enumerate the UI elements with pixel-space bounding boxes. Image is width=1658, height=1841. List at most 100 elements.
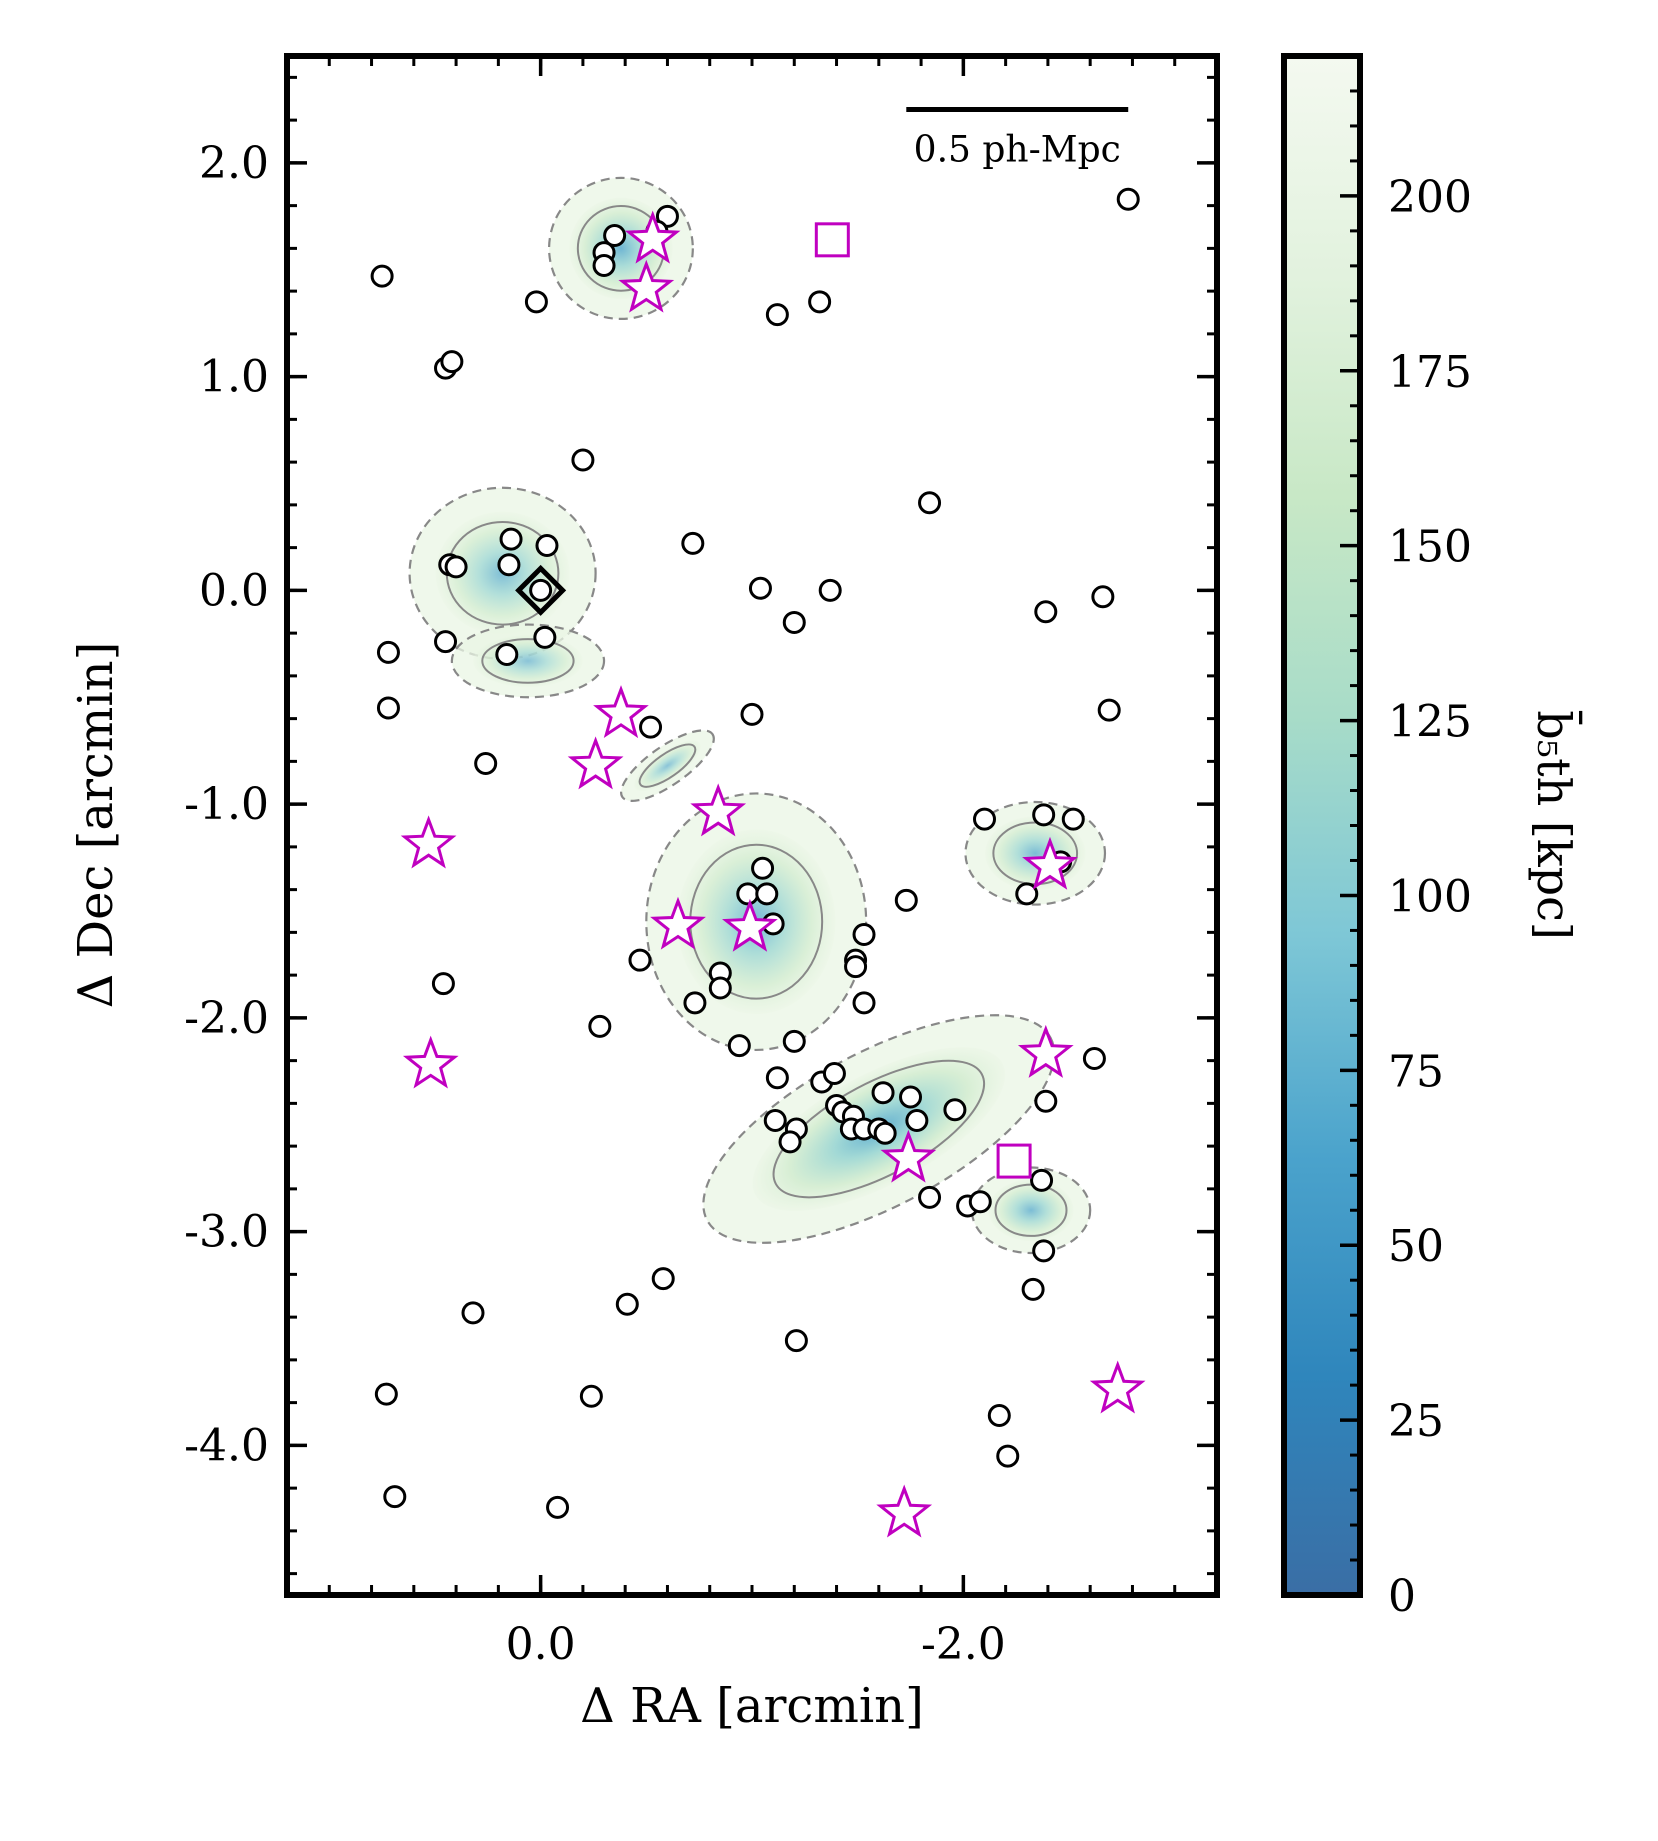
galaxy-marker [873,1121,897,1145]
density-region [547,176,694,321]
galaxy-marker [615,1292,639,1316]
star-marker [1022,836,1078,890]
galaxy-marker [782,1029,806,1053]
galaxy-marker [852,991,876,1015]
colorbar-tick-label: 0 [1388,1571,1416,1622]
density-region [450,623,606,699]
galaxy-marker [778,1130,802,1154]
colorbar-label: b̄₅th [kpc] [1527,710,1584,940]
star-marker [722,898,778,952]
galaxy-marker [431,972,455,996]
galaxy-marker [1091,585,1115,609]
galaxy-marker [1032,803,1056,827]
galaxy-marker [1034,600,1058,624]
x-axis-label: Δ RA [arcmin] [580,1678,924,1734]
y-tick-label: -3.0 [184,1207,269,1258]
main-axes: 2.0 1.0 0.0 -1.0 -2.0 -3.0 -4.0 0.0 -2.0 [184,53,1220,1670]
density-contour-outer [620,729,715,802]
y-axis-label: Δ Dec [arcmin] [68,642,124,1009]
y-tick-label: -1.0 [184,779,269,830]
galaxy-marker [1082,1046,1106,1070]
galaxy-marker [1034,1089,1058,1113]
y-tick-label: -4.0 [184,1420,269,1471]
density-region [620,729,715,802]
galaxy-marker [808,290,832,314]
galaxy-marker [822,1061,846,1085]
density-contour-outer [547,176,694,321]
galaxy-marker [765,1066,789,1090]
colorbar-tick-label: 75 [1388,1046,1444,1097]
star-marker [593,685,649,739]
star-marker [880,1129,937,1183]
galaxy-marker [763,1108,787,1132]
galaxy-marker [588,1014,612,1038]
galaxy-marker [434,630,458,654]
y-tick-label: 0.0 [199,565,269,616]
galaxy-marker [943,1098,967,1122]
galaxy-marker [844,955,868,979]
galaxy-marker [727,1034,751,1058]
x-tick-label: 0.0 [506,1619,576,1670]
galaxy-marker [571,448,595,472]
galaxy-marker [535,533,559,557]
galaxy-marker [1015,882,1039,906]
galaxy-marker [499,527,523,551]
data-markers [370,187,1146,1538]
galaxy-marker [497,553,521,577]
galaxy-marker [1116,187,1140,211]
galaxy-marker [628,948,652,972]
star-marker [402,1035,459,1089]
galaxy-marker [755,882,779,906]
galaxy-marker [905,1108,929,1132]
colorbar-tick-label: 25 [1388,1396,1444,1447]
galaxy-marker [782,610,806,634]
galaxy-marker [374,1382,398,1406]
star-marker [876,1484,933,1538]
square-marker [996,1143,1032,1179]
galaxy-marker [1097,698,1121,722]
y-tick-label: -2.0 [184,993,269,1044]
density-region-core [473,634,583,688]
star-marker [1017,1024,1074,1078]
galaxy-marker [1032,1239,1056,1263]
colorbar-tick-label: 50 [1388,1221,1444,1272]
galaxy-marker [603,224,627,248]
density-region-core [988,1179,1074,1242]
galaxy-marker [681,531,705,555]
galaxy-marker [852,923,876,947]
colorbar-gradient [1284,56,1360,1595]
x-tick-label: -2.0 [921,1619,1006,1670]
galaxy-marker [918,1185,942,1209]
colorbar-tick-label: 200 [1388,172,1472,223]
colorbar-tick-label: 100 [1388,871,1472,922]
galaxy-marker [376,640,400,664]
density-contour-outer [450,623,606,699]
scale-bar-label: 0.5 ph-Mpc [914,129,1121,170]
galaxy-marker [751,856,775,880]
density-region [970,1166,1092,1255]
galaxy-marker [871,1081,895,1105]
galaxy-marker [987,1403,1011,1427]
star-marker [400,815,457,869]
galaxy-marker [529,578,553,602]
galaxy-marker [376,696,400,720]
galaxy-marker [708,976,732,1000]
galaxy-marker [546,1495,570,1519]
star-marker [618,259,675,313]
galaxy-marker [894,888,918,912]
galaxy-marker [474,752,498,776]
galaxy-marker [592,253,616,277]
galaxy-marker [899,1085,923,1109]
star-marker [567,736,624,790]
galaxy-marker [818,578,842,602]
colorbar-tick-label: 175 [1388,347,1472,398]
galaxy-marker [1021,1277,1045,1301]
density-contour-regions [408,176,1107,1255]
star-marker [650,896,706,950]
galaxy-marker [740,702,764,726]
galaxy-marker [918,491,942,515]
galaxy-marker [973,807,996,831]
density-contour-outer [645,792,868,1052]
y-tick-label: 2.0 [199,138,269,189]
galaxy-marker [1030,1168,1054,1192]
